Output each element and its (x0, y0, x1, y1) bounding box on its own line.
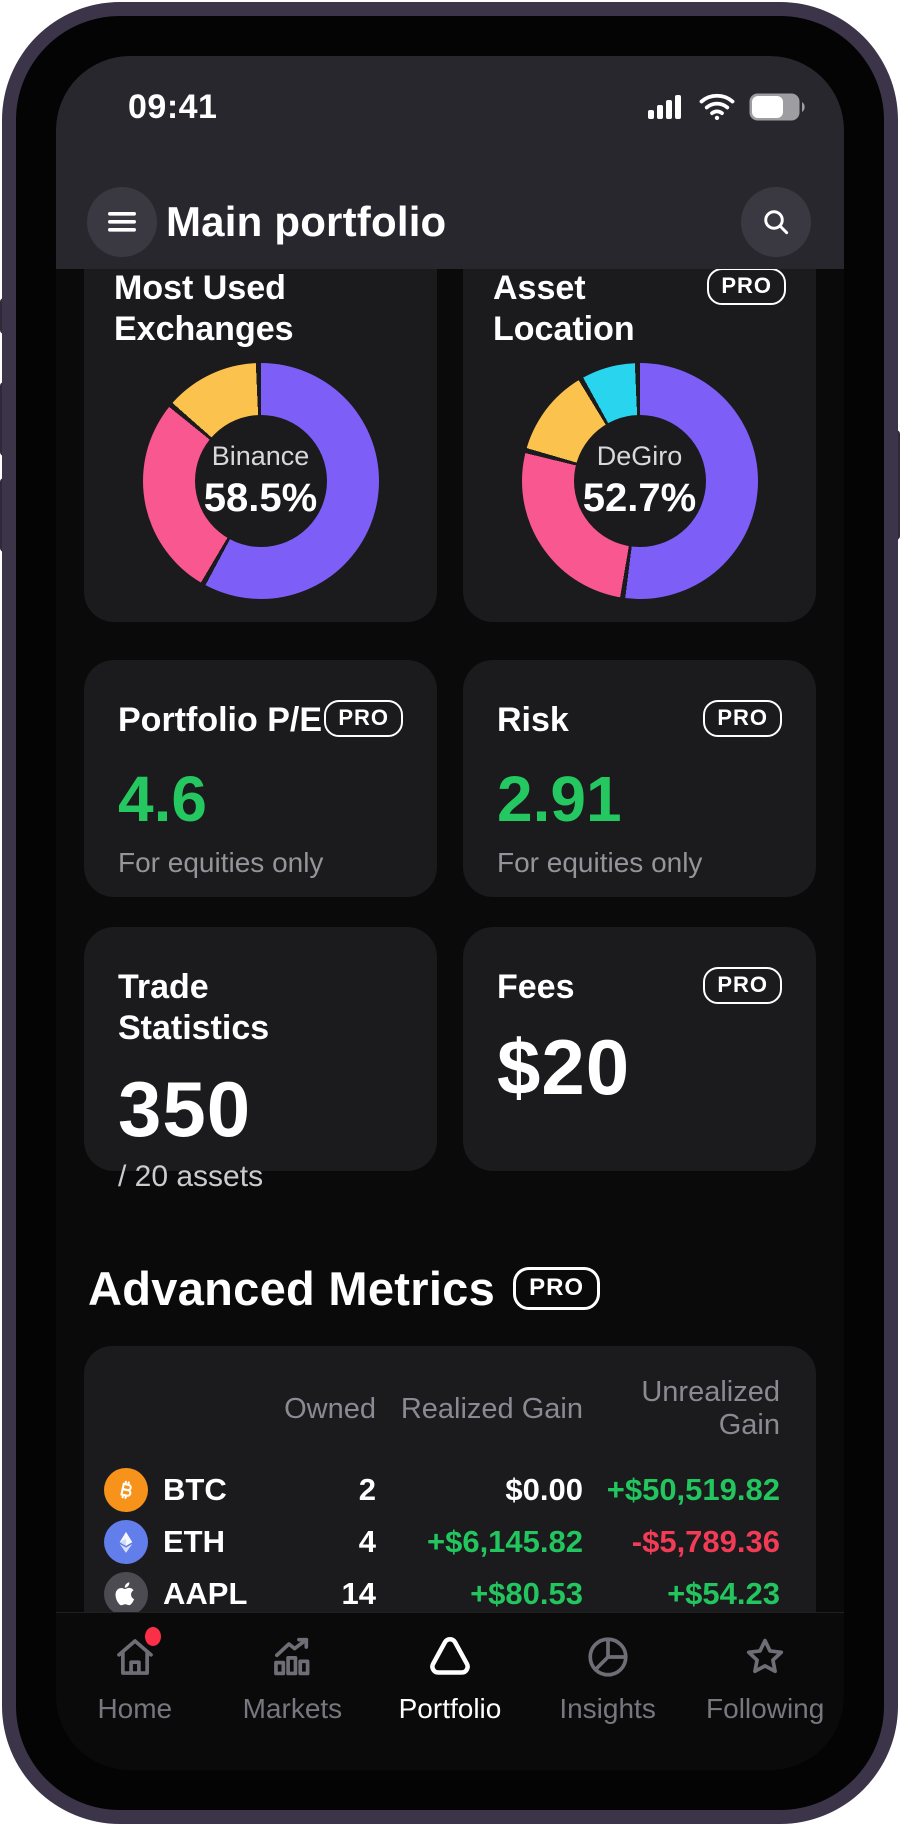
unrealized-gain-value: +$54.23 (667, 1576, 780, 1611)
risk-card[interactable]: Risk PRO 2.91 For equities only (463, 660, 816, 897)
nav-item-following[interactable]: Following (686, 1629, 844, 1770)
pro-badge: PRO (703, 967, 782, 1005)
risk-value: 2.91 (497, 763, 622, 836)
column-header-unrealized: Unrealized Gain (641, 1376, 780, 1441)
card-title: Fees (497, 968, 575, 1006)
asset-location-donut-chart: DeGiro 52.7% (521, 362, 758, 599)
nav-item-insights[interactable]: Insights (529, 1629, 687, 1770)
pro-badge: PRO (707, 268, 786, 306)
table-row-btc[interactable]: BTC 2 $0.00 +$50,519.82 (104, 1464, 780, 1516)
trades-value: 350 (118, 1064, 252, 1153)
table-row-eth[interactable]: ETH 4 +$6,145.82 -$5,789.36 (104, 1516, 780, 1568)
owned-value: 2 (358, 1472, 376, 1507)
notification-dot (144, 1627, 161, 1646)
bottom-navigation: Home Markets (56, 1612, 844, 1770)
donut-center-value: 58.5% (203, 475, 318, 520)
ethereum-icon (104, 1520, 148, 1564)
risk-caption: For equities only (497, 847, 703, 879)
nav-item-markets[interactable]: Markets (214, 1629, 372, 1770)
pe-value: 4.6 (118, 763, 207, 836)
asset-symbol: BTC (163, 1472, 227, 1507)
nav-label: Insights (559, 1693, 656, 1724)
realized-gain-value: $0.00 (505, 1472, 583, 1507)
status-icons (646, 92, 808, 122)
apple-icon (104, 1572, 148, 1616)
nav-item-home[interactable]: Home (56, 1627, 214, 1770)
advanced-metrics-table: Owned Realized Gain Unrealized Gain (84, 1346, 816, 1662)
signal-icon (646, 93, 686, 121)
owned-value: 14 (341, 1576, 376, 1611)
table-header-row: Owned Realized Gain Unrealized Gain (104, 1376, 780, 1442)
status-time: 09:41 (128, 88, 218, 126)
asset-location-card[interactable]: Asset Location PRO DeGiro 52.7% (463, 234, 816, 622)
advanced-metrics-title: Advanced Metrics (88, 1262, 496, 1315)
nav-label: Markets (242, 1693, 343, 1724)
card-title: Risk (497, 701, 569, 739)
donut-center-label: DeGiro (596, 440, 683, 471)
card-title: Trade Statistics (118, 968, 270, 1048)
card-title: Asset Location (493, 269, 635, 349)
battery-icon (748, 92, 808, 122)
pro-badge: PRO (703, 700, 782, 738)
pro-badge: PRO (324, 700, 403, 738)
column-header-owned: Owned (284, 1392, 376, 1425)
bitcoin-icon (104, 1468, 148, 1512)
nav-label: Home (97, 1693, 173, 1724)
portfolio-icon (422, 1629, 478, 1685)
card-title: Most Used Exchanges (114, 269, 294, 349)
owned-value: 4 (358, 1524, 376, 1559)
menu-icon (107, 210, 137, 234)
donut-center-value: 52.7% (582, 475, 697, 520)
card-title: Portfolio P/E (118, 701, 322, 739)
fees-value: $20 (497, 1023, 631, 1112)
nav-label: Following (706, 1693, 825, 1724)
most-used-exchanges-card[interactable]: Most Used Exchanges Binance 58.5% (84, 234, 437, 622)
portfolio-pe-card[interactable]: Portfolio P/E PRO 4.6 For equities only (84, 660, 437, 897)
realized-gain-value: +$6,145.82 (426, 1524, 583, 1559)
pe-caption: For equities only (118, 847, 324, 879)
scroll-content[interactable]: Most Used Exchanges Binance 58.5% (56, 56, 844, 1770)
following-icon (737, 1629, 793, 1685)
nav-item-portfolio[interactable]: Portfolio (371, 1629, 529, 1770)
home-icon (107, 1627, 163, 1685)
search-icon (760, 206, 792, 238)
donut-center-label: Binance (211, 440, 310, 471)
column-header-realized: Realized Gain (400, 1392, 583, 1425)
wifi-icon (698, 93, 736, 121)
markets-icon (264, 1629, 320, 1685)
table-row-aapl[interactable]: AAPL 14 +$80.53 +$54.23 (104, 1568, 780, 1620)
unrealized-gain-value: +$50,519.82 (606, 1472, 780, 1507)
exchanges-donut-chart: Binance 58.5% (142, 362, 379, 599)
app-screen: 09:41 (56, 56, 844, 1770)
fees-card[interactable]: Fees PRO $20 (463, 927, 816, 1171)
asset-symbol: AAPL (163, 1576, 248, 1611)
nav-label: Portfolio (398, 1693, 502, 1724)
menu-button[interactable] (87, 187, 157, 257)
insights-icon (580, 1629, 636, 1685)
trades-caption: / 20 assets (118, 1159, 264, 1193)
pro-badge: PRO (513, 1266, 601, 1311)
app-header: 09:41 (56, 56, 844, 269)
phone-bezel: 09:41 (16, 16, 884, 1810)
page-title: Main portfolio (166, 198, 447, 245)
realized-gain-value: +$80.53 (470, 1576, 583, 1611)
search-button[interactable] (741, 187, 811, 257)
unrealized-gain-value: -$5,789.36 (631, 1524, 780, 1559)
asset-symbol: ETH (163, 1524, 225, 1559)
trade-statistics-card[interactable]: Trade Statistics 350 / 20 assets (84, 927, 437, 1193)
